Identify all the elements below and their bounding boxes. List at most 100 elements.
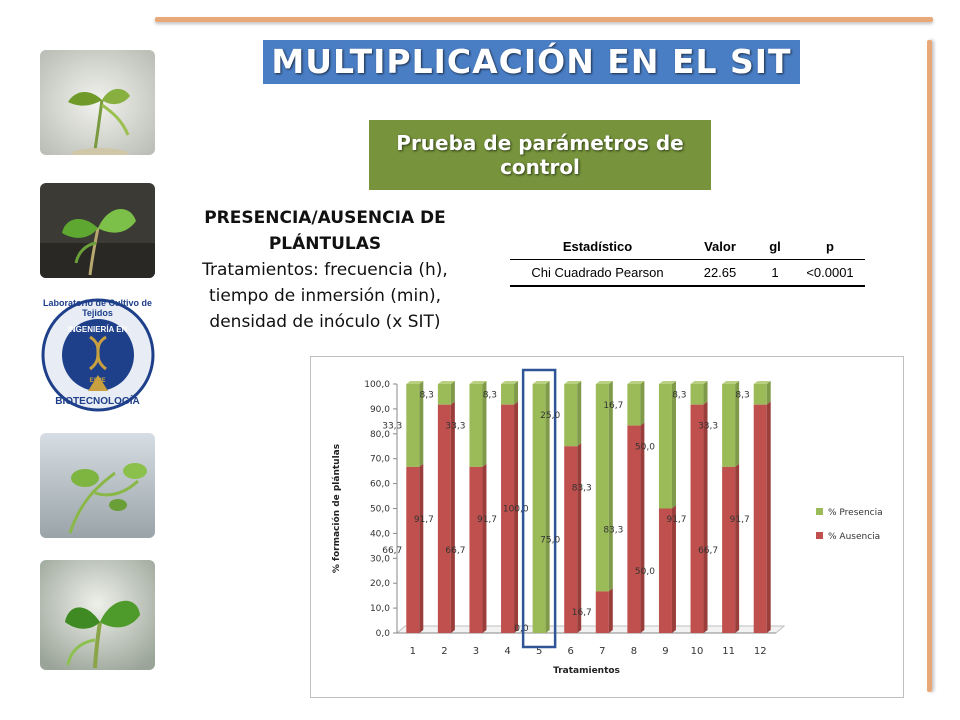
stats-cell: <0.0001 [795, 259, 865, 287]
bar-segment-ausencia [469, 466, 483, 633]
bar-side-ausencia [640, 422, 645, 633]
bar-segment-ausencia [406, 466, 420, 633]
data-label-presencia: 33,3 [382, 421, 402, 431]
bar-segment-presencia [595, 384, 609, 592]
y-tick-label: 60,0 [370, 480, 390, 490]
data-label-ausencia: 16,7 [572, 608, 592, 618]
bar-segment-presencia [658, 384, 672, 509]
bar-side-presencia [766, 381, 771, 405]
plantlet-photo-4 [40, 560, 155, 670]
bar-side-ausencia [703, 401, 708, 633]
data-label-ausencia: 91,7 [666, 515, 686, 525]
lab-logo: Laboratorio de Cultivo de Tejidos INGENI… [40, 295, 155, 415]
data-label-ausencia: 91,7 [414, 515, 434, 525]
x-tick-label: 1 [410, 646, 416, 657]
bar-segment-presencia [406, 384, 420, 467]
stats-header-cell: gl [755, 234, 795, 260]
bar-top-presencia [532, 381, 550, 384]
legend-swatch [816, 508, 823, 515]
description-heading: PRESENCIA/AUSENCIA DE PLÁNTULAS [204, 208, 446, 254]
logo-bottom-text: BIOTECNOLOGÍA [55, 396, 140, 407]
chart-description: PRESENCIA/AUSENCIA DE PLÁNTULAS Tratamie… [175, 205, 475, 335]
legend-swatch [816, 532, 823, 539]
x-tick-label: 6 [568, 646, 574, 657]
bar-segment-ausencia [595, 591, 609, 633]
description-body: Tratamientos: frecuencia (h), tiempo de … [202, 260, 448, 332]
bar-side-ausencia [419, 463, 424, 633]
stats-row: Chi Cuadrado Pearson 22.65 1 <0.0001 [510, 259, 865, 287]
y-tick-label: 0,0 [376, 629, 391, 639]
stats-header-cell: p [795, 234, 865, 260]
bar-segment-ausencia [753, 404, 767, 633]
data-label-presencia: 50,0 [635, 442, 655, 452]
data-label-ausencia: 66,7 [445, 546, 465, 556]
y-tick-label: 30,0 [370, 554, 390, 564]
bar-segment-ausencia [627, 425, 641, 633]
stats-header-cell: Valor [685, 234, 755, 260]
data-label-presencia: 83,3 [572, 484, 592, 494]
slide-title: MULTIPLICACIÓN EN EL SIT [263, 40, 800, 84]
bar-side-presencia [545, 381, 550, 633]
logo-top-text: Laboratorio de Cultivo de Tejidos [42, 298, 152, 318]
stats-cell: 1 [755, 259, 795, 287]
plantlet-photo-3 [40, 433, 155, 538]
bar-top-presencia [564, 381, 582, 384]
legend-label: % Ausencia [828, 532, 880, 542]
data-label-presencia: 8,3 [672, 390, 686, 400]
bar-side-presencia [640, 381, 645, 426]
data-label-presencia: 8,3 [735, 390, 749, 400]
bar-side-presencia [671, 381, 676, 509]
bar-side-ausencia [482, 463, 487, 633]
bar-segment-presencia [690, 384, 704, 405]
stats-cell: 22.65 [685, 259, 755, 287]
bar-segment-ausencia [564, 446, 578, 633]
y-axis-title: % formación de plántulas [331, 444, 342, 573]
stats-table: Estadístico Valor gl p Chi Cuadrado Pear… [510, 234, 865, 287]
x-tick-label: 3 [473, 646, 479, 657]
bar-segment-ausencia [690, 404, 704, 633]
data-label-ausencia: 75,0 [540, 536, 560, 546]
legend-label: % Presencia [828, 508, 883, 518]
bar-side-presencia [419, 381, 424, 467]
y-tick-label: 10,0 [370, 604, 390, 614]
bar-top-presencia [627, 381, 645, 384]
stats-cell: Chi Cuadrado Pearson [510, 259, 685, 287]
bar-segment-ausencia [658, 508, 672, 633]
bar-side-ausencia [671, 505, 676, 633]
bar-side-presencia [514, 381, 519, 405]
bar-side-ausencia [514, 401, 519, 633]
y-tick-label: 90,0 [370, 405, 390, 415]
x-tick-label: 10 [691, 646, 704, 657]
x-tick-label: 11 [722, 646, 735, 657]
x-tick-label: 7 [599, 646, 605, 657]
bar-side-presencia [577, 381, 582, 447]
bar-segment-ausencia [437, 404, 451, 633]
x-axis-title: Tratamientos [553, 666, 620, 676]
bar-segment-presencia [753, 384, 767, 405]
data-label-presencia: 25,0 [540, 411, 560, 421]
bar-top-presencia [690, 381, 708, 384]
bar-side-ausencia [766, 401, 771, 633]
bar-top-presencia [658, 381, 676, 384]
stats-header-row: Estadístico Valor gl p [510, 234, 865, 260]
data-label-presencia: 16,7 [603, 401, 623, 411]
y-tick-label: 70,0 [370, 455, 390, 465]
bar-top-presencia [406, 381, 424, 384]
y-tick-label: 40,0 [370, 529, 390, 539]
subtitle-text: Prueba de parámetros de control [396, 131, 684, 179]
x-tick-label: 2 [441, 646, 447, 657]
bar-side-ausencia [735, 463, 740, 633]
data-label-presencia: 100,0 [503, 505, 529, 515]
y-tick-label: 80,0 [370, 430, 390, 440]
plantlet-photo-1 [40, 50, 155, 155]
plantlet-photo-2 [40, 183, 155, 278]
y-tick-label: 100,0 [364, 380, 390, 390]
x-tick-label: 12 [754, 646, 767, 657]
stats-header-cell: Estadístico [510, 234, 685, 260]
x-tick-label: 8 [631, 646, 637, 657]
y-tick-label: 50,0 [370, 505, 390, 515]
chart-frame: 0,0 10,0 20,0 30,0 40,0 50,0 60,0 70,0 80,0 90,0 1… [310, 356, 904, 698]
bar-side-ausencia [450, 401, 455, 633]
bar-top-presencia [501, 381, 519, 384]
x-tick-label: 4 [504, 646, 510, 657]
